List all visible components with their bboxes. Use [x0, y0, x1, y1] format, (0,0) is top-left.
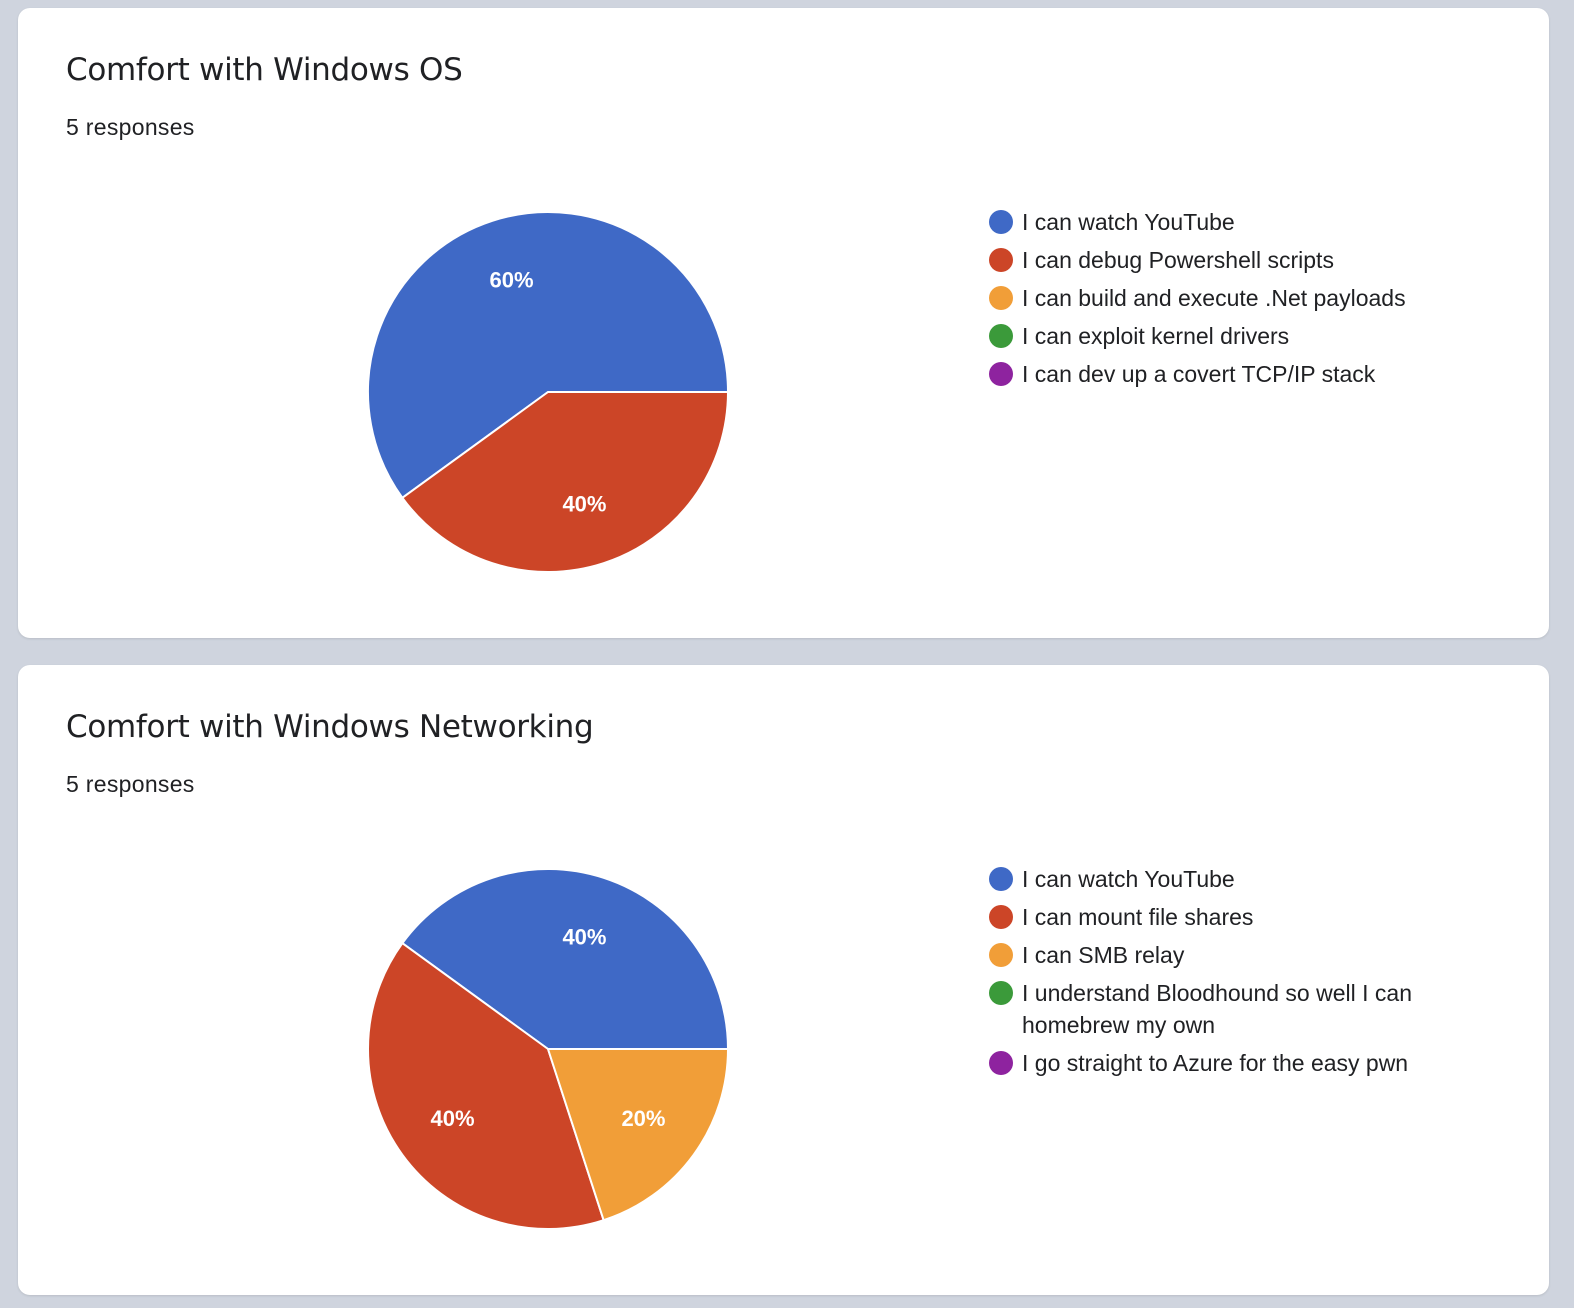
legend-item[interactable]: I can watch YouTube: [987, 863, 1457, 895]
pie-slice[interactable]: [401, 391, 729, 573]
legend-item[interactable]: I can exploit kernel drivers: [987, 320, 1457, 352]
legend-label: I can build and execute .Net payloads: [1022, 285, 1406, 311]
pie-slice[interactable]: [367, 211, 729, 499]
chart-card-windows-os: Comfort with Windows OS 5 responses 60% 4…: [18, 8, 1549, 638]
legend-item[interactable]: I can watch YouTube: [987, 206, 1457, 238]
response-count: 5 responses: [66, 114, 195, 140]
legend-item[interactable]: I can build and execute .Net payloads: [987, 282, 1457, 314]
legend-label: I can mount file shares: [1022, 904, 1254, 930]
response-count: 5 responses: [66, 771, 195, 797]
chart-title: Comfort with Windows OS: [66, 52, 463, 88]
legend-swatch: [989, 981, 1013, 1005]
legend-swatch: [989, 943, 1013, 967]
pie-chart: 60% 40%: [367, 211, 729, 573]
chart-card-windows-networking: Comfort with Windows Networking 5 respon…: [18, 665, 1549, 1295]
pie-slice[interactable]: [367, 942, 605, 1230]
pie-slice[interactable]: [401, 868, 729, 1050]
legend-item[interactable]: I understand Bloodhound so well I can ho…: [987, 977, 1457, 1041]
chart-legend: I can watch YouTube I can debug Powershe…: [987, 206, 1457, 396]
pie-chart: 40% 40% 20%: [367, 868, 729, 1230]
legend-swatch: [989, 362, 1013, 386]
legend-label: I can dev up a covert TCP/IP stack: [1022, 361, 1376, 387]
legend-label: I can watch YouTube: [1022, 866, 1235, 892]
legend-swatch: [989, 286, 1013, 310]
pie-slice-label: 40%: [562, 924, 606, 949]
legend-label: I can exploit kernel drivers: [1022, 323, 1290, 349]
legend-label: I can SMB relay: [1022, 942, 1185, 968]
legend-item[interactable]: I go straight to Azure for the easy pwn: [987, 1047, 1457, 1079]
legend-label: I understand Bloodhound so well I can ho…: [1022, 980, 1412, 1038]
legend-swatch: [989, 905, 1013, 929]
legend-item[interactable]: I can SMB relay: [987, 939, 1457, 971]
legend-item[interactable]: I can dev up a covert TCP/IP stack: [987, 358, 1457, 390]
chart-title: Comfort with Windows Networking: [66, 709, 594, 745]
legend-label: I go straight to Azure for the easy pwn: [1022, 1050, 1409, 1076]
legend-swatch: [989, 1051, 1013, 1075]
legend-item[interactable]: I can mount file shares: [987, 901, 1457, 933]
legend-swatch: [989, 324, 1013, 348]
legend-swatch: [989, 210, 1013, 234]
chart-legend: I can watch YouTube I can mount file sha…: [987, 863, 1457, 1085]
legend-item[interactable]: I can debug Powershell scripts: [987, 244, 1457, 276]
pie-slice-label: 60%: [490, 267, 534, 292]
pie-slice[interactable]: [547, 1048, 729, 1222]
legend-swatch: [989, 867, 1013, 891]
pie-slice-label: 40%: [431, 1106, 475, 1131]
legend-label: I can debug Powershell scripts: [1022, 247, 1334, 273]
legend-label: I can watch YouTube: [1022, 209, 1235, 235]
pie-slice-label: 20%: [621, 1106, 665, 1131]
pie-slice-label: 40%: [562, 492, 606, 517]
legend-swatch: [989, 248, 1013, 272]
